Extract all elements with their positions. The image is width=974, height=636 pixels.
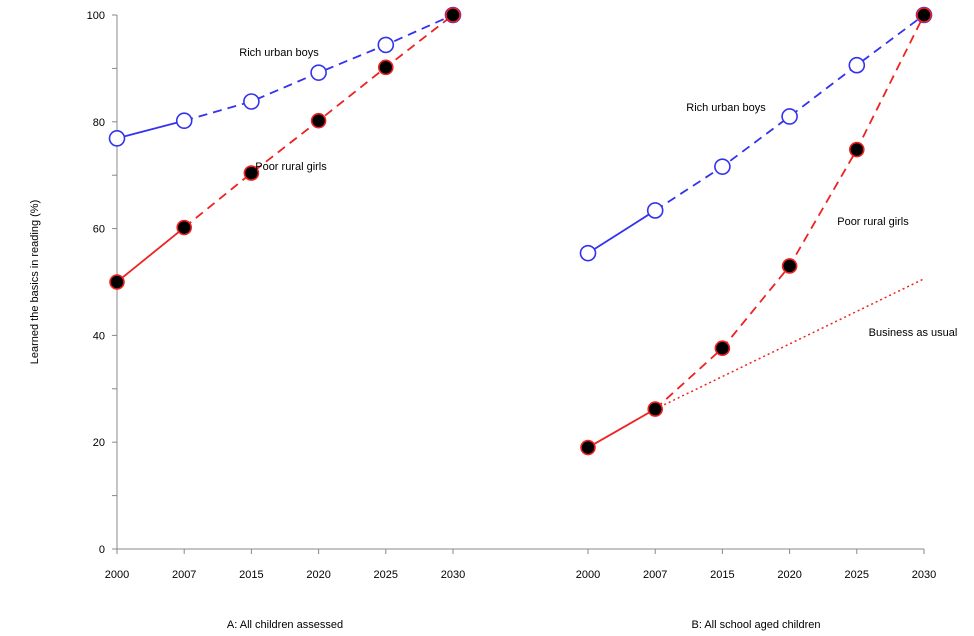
x-tick-label: 2020 (306, 569, 330, 581)
y-tick-label: 40 (93, 330, 105, 342)
data-point-rich (243, 93, 260, 110)
x-tick-label: 2025 (845, 569, 869, 581)
data-point-poor (377, 59, 394, 76)
series-annotation-rich: Rich urban boys (239, 47, 319, 59)
series-annotation-rich: Rich urban boys (686, 102, 766, 114)
data-point-poor (243, 165, 260, 181)
series-annotation-business: Business as usual (869, 327, 958, 339)
marker-layer (108, 6, 933, 456)
y-axis-title: Learned the basics in reading (%) (29, 200, 41, 364)
x-tick-label: 2007 (172, 569, 196, 581)
y-tick-label: 100 (87, 10, 105, 22)
data-point-rich (108, 130, 126, 147)
data-point-poor (916, 7, 932, 23)
data-point-poor (310, 112, 327, 129)
panel-caption: A: All children assessed (227, 619, 343, 631)
line-layer (116, 14, 925, 449)
data-point-poor (445, 7, 461, 23)
axis-layer (112, 14, 925, 554)
series-line-solid-rich (587, 209, 656, 254)
series-line-dashed-poor (654, 14, 925, 410)
data-point-rich (646, 202, 664, 219)
data-point-rich (714, 158, 731, 175)
data-point-rich (310, 64, 327, 81)
series-line-business (654, 278, 925, 410)
data-point-rich (579, 244, 597, 262)
data-point-poor (781, 258, 798, 274)
panel-caption: B: All school aged children (691, 619, 820, 631)
data-point-rich (377, 36, 395, 54)
data-point-poor (647, 401, 664, 417)
data-point-poor (714, 340, 731, 357)
x-tick-label: 2000 (576, 569, 600, 581)
x-tick-label: 2020 (777, 569, 801, 581)
x-tick-label: 2030 (912, 569, 936, 581)
series-annotation-poor: Poor rural girls (255, 161, 327, 173)
data-point-rich (848, 56, 866, 74)
series-line-solid-poor (116, 226, 185, 283)
data-point-rich (175, 112, 193, 130)
series-annotation-poor: Poor rural girls (837, 216, 909, 228)
series-line-solid-rich (116, 119, 185, 140)
x-tick-label: 2000 (105, 569, 129, 581)
x-tick-label: 2015 (710, 569, 734, 581)
label-layer: 0 20 40 60 80 100 Learned the basics in readin… (29, 10, 957, 631)
data-point-rich (781, 108, 798, 125)
data-point-poor (580, 439, 596, 456)
y-tick-label: 20 (93, 437, 105, 449)
x-tick-label: 2025 (374, 569, 398, 581)
data-point-poor (848, 141, 865, 158)
series-line-solid-poor (587, 408, 656, 449)
x-tick-label: 2007 (643, 569, 667, 581)
y-tick-label: 80 (93, 117, 105, 129)
data-point-poor (109, 274, 125, 290)
x-tick-label: 2015 (239, 569, 263, 581)
series-line-dashed-rich (654, 14, 925, 212)
data-point-poor (176, 219, 192, 236)
x-tick-label: 2030 (441, 569, 465, 581)
y-tick-label: 60 (93, 224, 105, 236)
y-tick-label: 0 (99, 544, 105, 556)
